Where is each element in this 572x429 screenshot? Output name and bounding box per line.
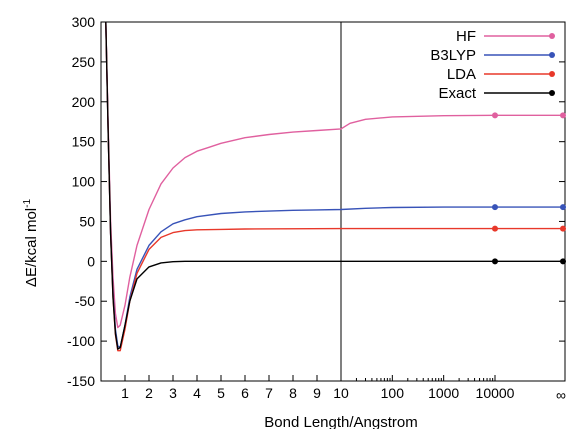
series-marker-lda: [492, 225, 498, 232]
x-tick-label: 2: [145, 385, 153, 401]
series-marker-b3lyp: [492, 204, 498, 211]
y-tick-label: 200: [72, 94, 96, 110]
x-tick-label: 9: [313, 385, 321, 401]
series-marker-b3lyp: [560, 204, 566, 211]
series-hf: [105, 22, 566, 329]
y-tick-label: 50: [79, 213, 95, 229]
y-tick-label: -50: [75, 293, 95, 309]
series-lda: [105, 22, 566, 352]
legend-item-exact: Exact: [438, 85, 555, 102]
y-tick-label: -150: [67, 373, 95, 389]
x-tick-label: 10: [333, 385, 349, 401]
series-exact: [105, 22, 566, 350]
legend-swatch-marker: [549, 90, 555, 96]
series-b3lyp: [105, 22, 566, 349]
series-marker-lda: [560, 225, 566, 232]
legend-swatch-marker: [549, 71, 555, 77]
legend-label: B3LYP: [430, 47, 476, 64]
y-tick-label: 150: [72, 134, 96, 150]
series-line-hf: [105, 22, 563, 329]
legend-label: HF: [456, 28, 476, 45]
x-axis-label: Bond Length/Angstrom: [264, 414, 417, 429]
x-tick-label: 3: [169, 385, 177, 401]
legend-item-b3lyp: B3LYP: [430, 47, 555, 64]
legend-item-hf: HF: [456, 28, 555, 45]
legend-item-lda: LDA: [447, 66, 555, 83]
x-axis-ticks: 1 2 3 4 5 6 7 8 9 10 100 1000 10000 ∞: [121, 375, 566, 403]
y-tick-label: 250: [72, 54, 96, 70]
x-tick-label: 1000: [428, 385, 459, 401]
series-line-exact: [105, 22, 563, 350]
series-curves: [105, 22, 566, 352]
x-tick-label: 6: [241, 385, 249, 401]
y-tick-label: 100: [72, 174, 96, 190]
legend-label: LDA: [447, 66, 476, 83]
legend-label: Exact: [438, 85, 476, 102]
series-marker-hf: [560, 112, 566, 119]
y-tick-label: 300: [72, 14, 96, 30]
legend: HF B3LYP LDA Exact: [430, 28, 555, 102]
y-tick-label: -100: [67, 333, 95, 349]
series-line-lda: [105, 22, 563, 352]
series-line-b3lyp: [105, 22, 563, 349]
series-marker-exact: [492, 258, 498, 265]
y-tick-label: 0: [87, 253, 95, 269]
x-tick-label: 100: [381, 385, 405, 401]
plot-frame: [100, 21, 566, 382]
x-tick-label: 4: [193, 385, 201, 401]
legend-swatch-marker: [549, 52, 555, 58]
x-tick-label: 8: [289, 385, 297, 401]
x-tick-label: 1: [121, 385, 129, 401]
legend-swatch-marker: [549, 33, 555, 39]
x-tick-label: 7: [265, 385, 273, 401]
y-axis-ticks: 300 250 200 150 100 50 0 -50 -100 -150: [67, 14, 565, 389]
x-tick-label-infinity: ∞: [556, 387, 566, 403]
y-axis-label: ΔE/kcal mol-1: [22, 199, 40, 288]
plot-border: [100, 21, 566, 382]
x-tick-label: 5: [217, 385, 225, 401]
x-tick-label: 10000: [476, 385, 515, 401]
series-marker-hf: [492, 112, 498, 119]
